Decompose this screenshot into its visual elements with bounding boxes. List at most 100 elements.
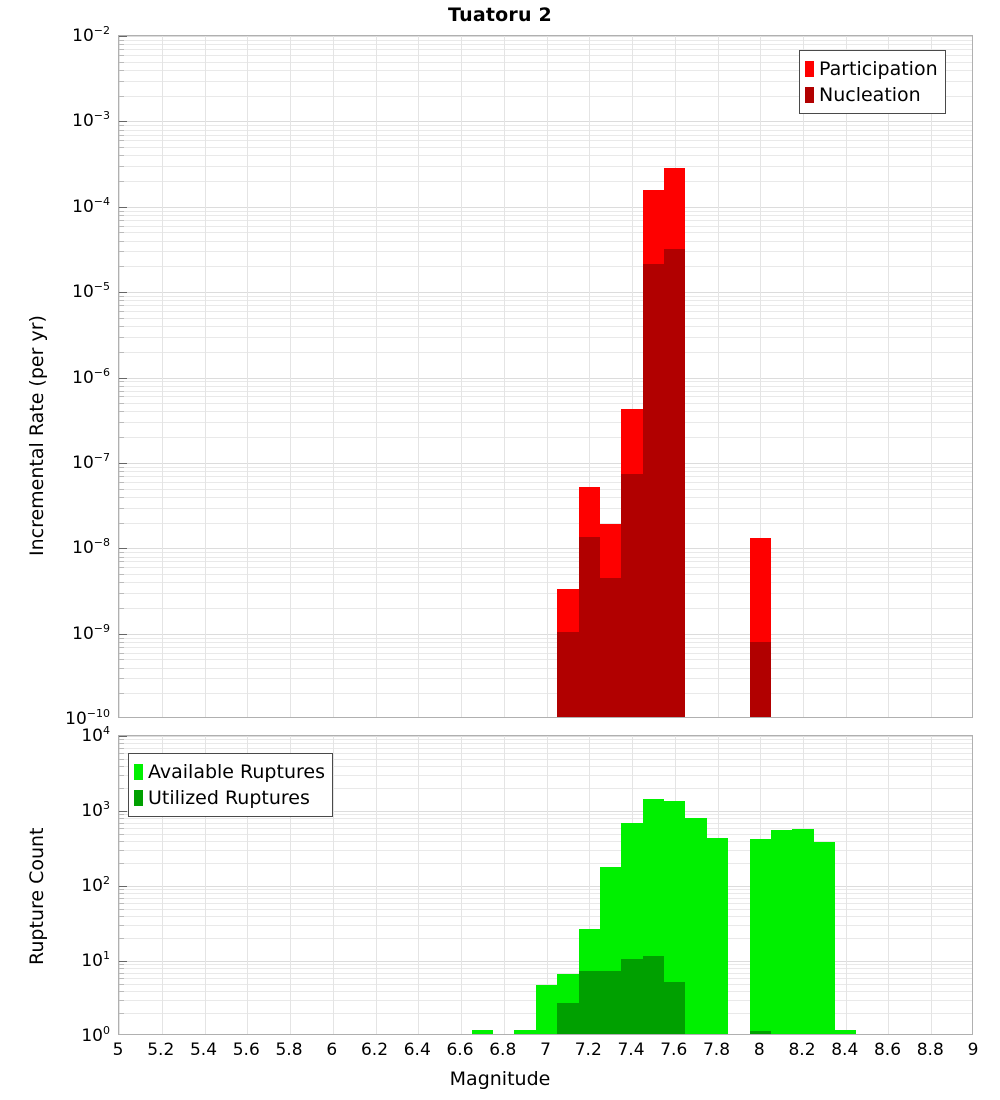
y-tick-mark [119, 739, 124, 741]
y-tick-label: 10−4 [72, 194, 110, 217]
gridline [119, 296, 972, 298]
y-tick-mark [119, 411, 124, 413]
gridline [119, 292, 972, 294]
gridline-vertical [547, 736, 548, 1034]
top-bars [119, 36, 972, 717]
gridline-vertical [547, 36, 548, 717]
gridline [119, 818, 972, 820]
legend-item: Participation [805, 56, 938, 82]
legend-label: Available Ruptures [148, 760, 325, 783]
gridline-vertical [162, 36, 163, 717]
gridline-vertical [760, 36, 761, 717]
y-tick-mark [119, 496, 124, 498]
y-tick-label: 104 [81, 724, 110, 746]
legend-label: Nucleation [819, 83, 921, 106]
y-tick-mark [119, 232, 124, 234]
y-tick-mark [119, 381, 124, 383]
y-tick-mark [119, 788, 124, 790]
gridline [119, 736, 972, 737]
y-tick-mark [119, 481, 124, 483]
gridline [119, 908, 972, 910]
gridline-vertical [205, 36, 206, 717]
x-tick-label: 6.2 [360, 1040, 389, 1060]
bar-segment-outer [770, 829, 793, 1034]
y-tick-mark [119, 1000, 124, 1002]
gridline [119, 889, 972, 891]
y-tick-mark [119, 758, 124, 760]
gridline-vertical [333, 36, 334, 717]
gridline-vertical [247, 736, 248, 1034]
x-tick-label: 5.2 [147, 1040, 175, 1060]
y-tick-mark [119, 61, 124, 63]
bar-segment-inner [749, 642, 771, 717]
gridline [119, 232, 972, 234]
y-tick-mark [119, 573, 124, 575]
gridline [119, 747, 972, 749]
y-tick-mark [119, 225, 124, 227]
y-tick-mark [119, 437, 124, 439]
gridline [119, 305, 972, 307]
gridline [119, 592, 972, 594]
gridline [119, 902, 972, 904]
gridline [119, 411, 972, 413]
y-tick-mark [119, 863, 124, 865]
gridline [119, 377, 972, 379]
y-tick-mark [119, 972, 124, 974]
bar-segment-inner [578, 970, 600, 1034]
y-tick-mark [119, 390, 124, 392]
y-tick-mark [119, 889, 124, 891]
y-tick-mark [119, 95, 124, 97]
bar-segment-inner [599, 970, 622, 1034]
gridline [119, 886, 972, 887]
gridline-vertical [162, 736, 163, 1034]
y-tick-mark [119, 968, 124, 970]
gridline [119, 437, 972, 439]
bar [685, 817, 707, 1034]
y-tick-mark [119, 592, 124, 594]
gridline-vertical [718, 36, 719, 717]
y-tick-mark [119, 902, 124, 904]
bar [835, 1030, 857, 1034]
gridline [119, 251, 972, 253]
y-tick-mark [119, 36, 127, 37]
y-tick-label: 103 [81, 799, 110, 821]
bar [792, 829, 814, 1034]
gridline [119, 215, 972, 217]
y-tick-mark [119, 938, 124, 940]
gridline [119, 788, 972, 790]
gridline-vertical [931, 736, 932, 1034]
y-tick-mark [119, 840, 124, 842]
y-tick-mark [119, 659, 124, 661]
y-tick-mark [119, 462, 127, 464]
gridline [119, 496, 972, 498]
gridline [119, 972, 972, 974]
bar [749, 537, 771, 717]
bar-segment-outer [835, 1030, 857, 1034]
gridline [119, 351, 972, 353]
gridline [119, 80, 972, 82]
gridline [119, 61, 972, 63]
y-tick-mark [119, 49, 124, 51]
gridline-vertical [376, 736, 377, 1034]
y-tick-label: 10−6 [72, 365, 110, 388]
y-tick-mark [119, 646, 124, 648]
gridline [119, 121, 972, 123]
bar-segment-inner [749, 1030, 771, 1034]
gridline [119, 983, 972, 985]
bar [621, 409, 643, 717]
y-tick-mark [119, 134, 124, 136]
y-tick-mark [119, 850, 124, 852]
gridline [119, 552, 972, 554]
x-tick-label: 6.8 [489, 1040, 517, 1060]
x-tick-label: 8 [753, 1040, 765, 1060]
x-axis-label: Magnitude [449, 1068, 551, 1090]
gridline-vertical [461, 736, 462, 1034]
y-tick-mark [119, 765, 124, 767]
gridline [119, 850, 972, 852]
y-tick-mark [119, 266, 124, 268]
y-tick-mark [119, 336, 124, 338]
y-tick-mark [119, 125, 124, 127]
gridline-vertical [205, 736, 206, 1034]
top-gridlines [119, 36, 972, 717]
y-tick-mark [119, 69, 124, 71]
